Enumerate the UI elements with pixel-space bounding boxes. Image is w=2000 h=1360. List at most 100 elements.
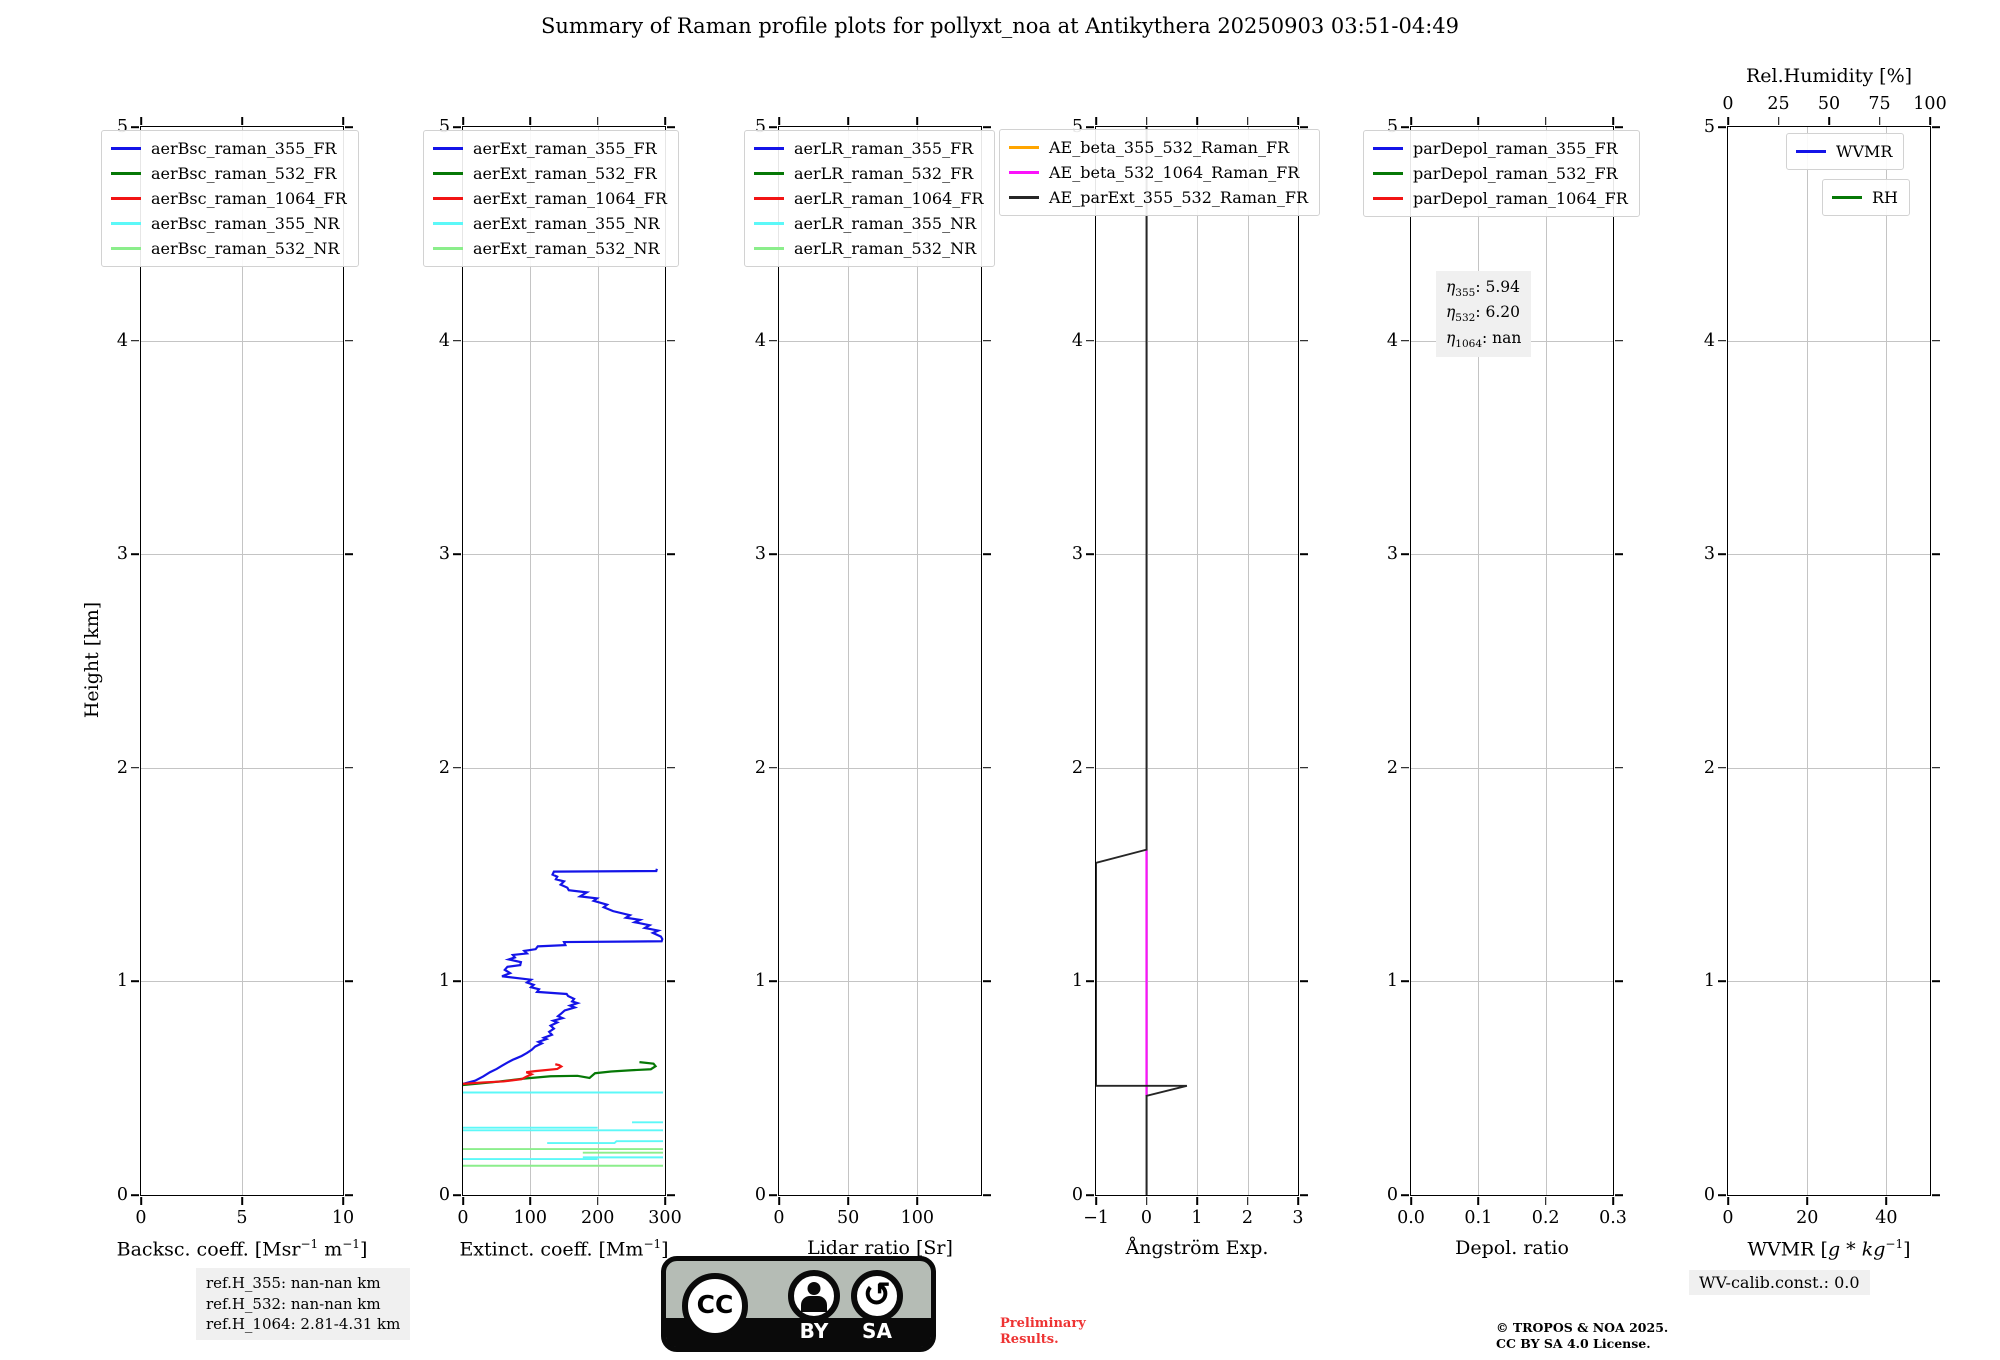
x-tick: [1095, 1196, 1097, 1205]
y-tick: [1931, 1194, 1940, 1196]
y-tick-label: 2: [754, 757, 766, 778]
subplot-angstroem: −1 0 1 2 3 0 1 2 3 4 5 Ångström Exp. AE_beta_355_532…: [999, 117, 1320, 1259]
y-tick: [769, 980, 778, 983]
y-tick-label: 0: [1703, 1185, 1715, 1205]
height-axis-label: Height [km]: [81, 601, 103, 719]
subplot-lidar-ratio: 0 50 100 0 1 2 3 4 5 Lidar ratio [Sr] aerLR_raman_…: [744, 117, 996, 1259]
x-tick-label: 0: [457, 1208, 469, 1228]
legend-wvmr: WVMR: [1786, 133, 1905, 170]
legend-label: aerLR_raman_532_NR: [794, 239, 977, 258]
y-tick-label: 5: [754, 117, 766, 137]
y-tick: [453, 126, 462, 128]
sa-sharealike-icon: ↺: [851, 1270, 903, 1322]
legend-item: aerLR_raman_532_FR: [754, 161, 983, 186]
y-tick: [1401, 980, 1410, 983]
y-gridline: [1096, 340, 1298, 342]
x-tick-label: 2: [1241, 1208, 1254, 1228]
y-tick: [1614, 980, 1623, 983]
y-tick: [1299, 767, 1308, 769]
y-gridline: [141, 767, 343, 769]
x-tick: [1196, 117, 1198, 126]
x-gridline: [1197, 127, 1198, 1195]
y-tick: [1718, 1194, 1727, 1196]
y-gridline: [779, 340, 981, 342]
y-tick: [453, 980, 462, 983]
x-gridline: [1247, 127, 1249, 1195]
legend-swatch: [754, 222, 784, 225]
legend-swatch: [754, 172, 784, 175]
eta-symbol: η: [1446, 278, 1456, 296]
x-tick: [1095, 117, 1097, 126]
y-tick: [1299, 553, 1308, 555]
x-tick-label: 0.1: [1464, 1208, 1493, 1228]
legend-item: AE_parExt_355_532_Raman_FR: [1009, 185, 1308, 210]
y-tick-label: 3: [754, 544, 766, 565]
x-gridline: [1807, 127, 1809, 1195]
copyright-line: © TROPOS & NOA 2025.: [1496, 1320, 1669, 1335]
legend-item: aerLR_raman_355_NR: [754, 211, 983, 236]
legend-swatch: [433, 247, 463, 250]
y-tick-label: 5: [1386, 117, 1398, 137]
y-tick-label: 5: [438, 117, 450, 137]
legend-item: parDepol_raman_532_FR: [1373, 161, 1628, 186]
y-tick: [666, 767, 675, 769]
y-gridline: [141, 554, 343, 556]
y-tick: [344, 126, 353, 128]
y-tick-label: 0: [754, 1185, 766, 1205]
x-tick: [1612, 117, 1614, 126]
y-tick-label: 0: [116, 1185, 128, 1205]
x-tick: [1885, 1196, 1888, 1205]
legend-item: aerExt_raman_355_FR: [433, 136, 667, 161]
x-tick-label: 0: [1140, 1208, 1153, 1228]
x-tick: [1477, 117, 1480, 126]
y-tick-label: 4: [1071, 330, 1083, 351]
y-tick-label: 5: [1071, 117, 1083, 137]
x-tick: [241, 1196, 243, 1205]
rh-tick: [1777, 117, 1780, 126]
y-tick: [453, 553, 462, 555]
eta-symbol: η: [1446, 328, 1456, 347]
rh-tick: [1878, 117, 1881, 126]
y-tick: [1086, 339, 1095, 342]
y-tick: [982, 767, 991, 769]
x-tick: [1145, 117, 1148, 126]
legend-label: aerBsc_raman_532_FR: [151, 164, 337, 183]
legend-label: aerBsc_raman_532_NR: [151, 239, 340, 258]
eta-line: η1064: nan: [1446, 328, 1522, 350]
legend-swatch: [433, 197, 463, 200]
eta-line: η355: 5.94: [1446, 278, 1521, 300]
x-tick: [1196, 1196, 1198, 1205]
y-tick-label: 2: [1703, 757, 1715, 778]
ref-height-line: ref.H_1064: 2.81-4.31 km: [206, 1315, 401, 1334]
y-tick: [1718, 126, 1727, 128]
legend-label: aerExt_raman_355_FR: [473, 139, 657, 158]
curves-extinction: [463, 868, 664, 1167]
y-tick-label: 3: [116, 544, 128, 565]
legend-item: aerBsc_raman_1064_FR: [111, 186, 347, 211]
legend-label: aerBsc_raman_355_NR: [151, 214, 340, 233]
legend-item: aerBsc_raman_532_FR: [111, 161, 347, 186]
series-aerExt_raman_355_NR: [547, 1140, 664, 1145]
person-head: [807, 1282, 821, 1295]
y-tick: [131, 1194, 140, 1196]
legend-item: aerBsc_raman_355_FR: [111, 136, 347, 161]
y-gridline: [1096, 767, 1298, 769]
y-tick-label: 5: [116, 117, 128, 137]
eta-subscript: 532: [1455, 312, 1476, 325]
legend-item: aerExt_raman_1064_FR: [433, 186, 667, 211]
y-tick: [1299, 1194, 1308, 1196]
legend-label: RH: [1872, 188, 1898, 207]
legend-swatch: [111, 147, 141, 150]
y-tick: [131, 339, 140, 342]
y-tick: [1718, 553, 1727, 555]
x-tick: [342, 117, 344, 126]
y-gridline: [1411, 981, 1613, 983]
y-gridline: [463, 767, 665, 769]
y-gridline: [779, 554, 981, 556]
y-tick: [1614, 339, 1623, 342]
x-gridline: [530, 127, 532, 1195]
x-tick-label: 40: [1875, 1208, 1898, 1228]
legend-swatch: [1373, 197, 1403, 200]
x-tick-label: 0: [773, 1208, 785, 1228]
eta-symbol: η: [1446, 303, 1456, 322]
